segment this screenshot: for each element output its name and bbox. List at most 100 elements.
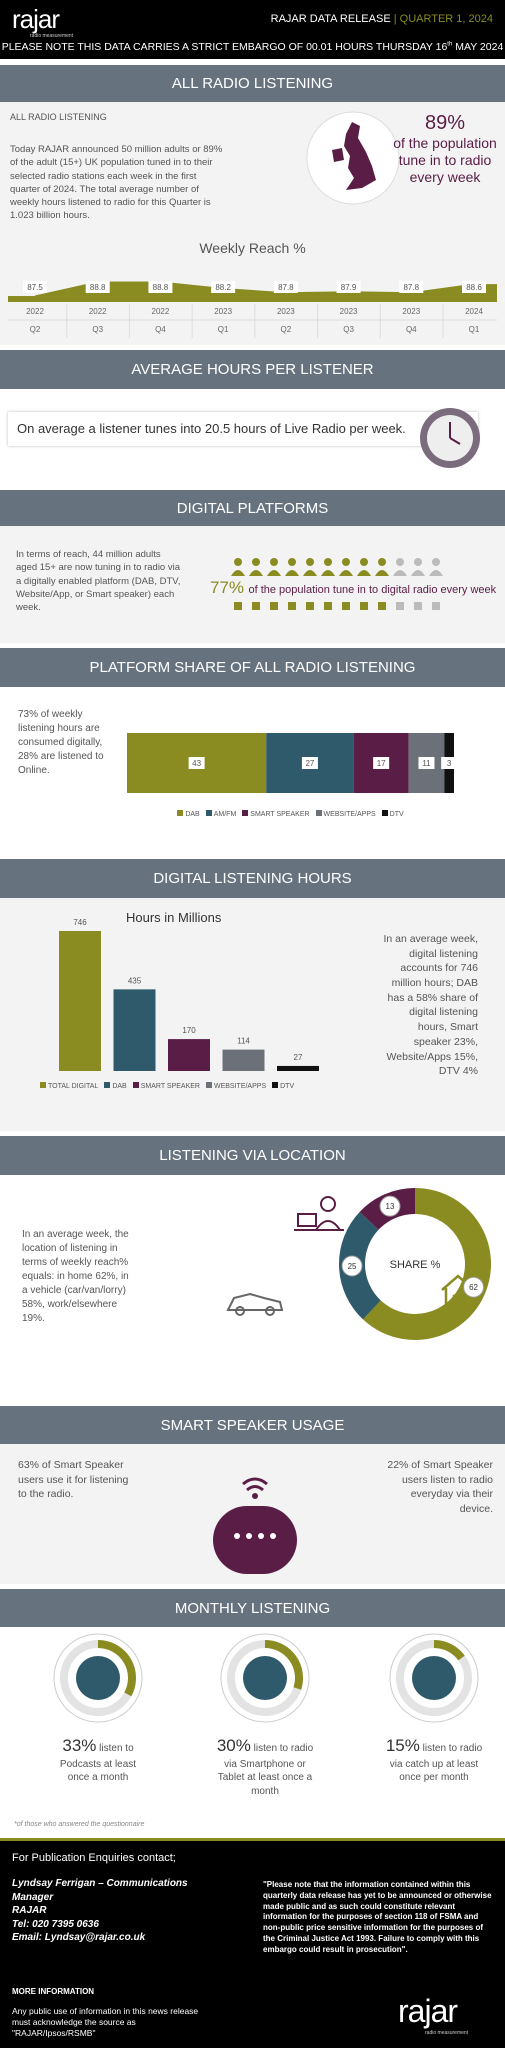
- legend: TOTAL DIGITAL DAB SMART SPEAKER WEBSITE/APP…: [40, 1082, 330, 1090]
- legend-swatch: [205, 810, 212, 816]
- contact-line: Lyndsay Ferrigan – Communications Manage…: [12, 1878, 188, 1903]
- value-bubble: [463, 1276, 485, 1298]
- value-label: 88.8: [153, 283, 169, 292]
- notice: "Please note that the information contai…: [263, 1880, 492, 1954]
- x-quarter-label: Q4: [406, 325, 417, 334]
- person-legs: [360, 602, 368, 610]
- value-label: 3: [447, 759, 452, 768]
- section-heading: LISTENING VIA LOCATION: [159, 1147, 346, 1164]
- section-heading: MONTHLY LISTENING: [174, 1599, 331, 1617]
- logo-tagline: radio measurement: [30, 33, 74, 39]
- contact-line: Email: Lyndsay@rajar.co.uk: [12, 1932, 146, 1943]
- value-label: 87.5: [27, 283, 43, 292]
- x-quarter-label: Q2: [281, 325, 292, 334]
- footer: [0, 1841, 505, 2048]
- x-quarter-label: Q2: [30, 325, 41, 334]
- avg-hours-text: On average a listener tunes into 20.5 ho…: [17, 421, 406, 436]
- person-body: [375, 570, 389, 576]
- stat-text: of the population tune in to radio every…: [393, 135, 497, 185]
- clock-icon: [420, 408, 480, 468]
- body-text: 22% of Smart Speaker users listen to rad…: [387, 1459, 493, 1516]
- legend-label: SMART SPEAKER: [250, 811, 310, 818]
- x-year-label: 2022: [26, 307, 44, 316]
- value-label: 435: [128, 976, 142, 985]
- person-legs: [396, 602, 404, 610]
- bar: [113, 989, 156, 1071]
- legend-label: DTV: [280, 1083, 295, 1090]
- person-body: [357, 570, 371, 576]
- person-legs: [252, 602, 260, 610]
- person-legs: [432, 602, 440, 610]
- person-body: [429, 570, 443, 576]
- legend-item: SMART SPEAKER: [132, 1082, 200, 1090]
- section-heading: ALL RADIO LISTENING: [171, 75, 334, 92]
- person-legs: [378, 602, 386, 610]
- contact-line: Tel: 020 7395 0636: [12, 1918, 99, 1930]
- person-head: [252, 558, 260, 566]
- footer-rule: [0, 1838, 505, 1841]
- bar: [168, 1039, 210, 1071]
- embargo-end: MAY 2024: [452, 41, 504, 53]
- section-band: ALL RADIO LISTENING: [0, 65, 505, 102]
- embargo-text: PLEASE NOTE THIS DATA CARRIES A STRICT E…: [1, 41, 448, 53]
- value-box: [462, 281, 486, 293]
- person-body: [411, 570, 425, 576]
- value-label: 17: [377, 759, 386, 768]
- x-year-label: 2023: [214, 307, 232, 316]
- x-quarter-label: Q3: [92, 325, 103, 334]
- section-band: DIGITAL PLATFORMS: [0, 490, 505, 526]
- value-box: [85, 281, 110, 293]
- monthly-label: listen to radio via Smartphone or Tablet…: [217, 1743, 314, 1797]
- person-legs: [342, 602, 350, 610]
- legend-label: DAB: [112, 1083, 127, 1090]
- value-label: 88.2: [215, 283, 231, 292]
- person-head: [360, 558, 368, 566]
- legend-item: WEBSITE/APPS: [205, 1082, 266, 1090]
- x-quarter-label: Q1: [469, 325, 480, 334]
- legend-swatch: [104, 1082, 111, 1088]
- person-head: [432, 558, 440, 566]
- chart-title: Weekly Reach %: [199, 240, 306, 256]
- value-box: [273, 281, 298, 293]
- bar: [222, 1049, 265, 1071]
- value-label: 62: [469, 1283, 478, 1292]
- reach-chart: 87.5 2022 Q2 88.8 2022 Q3 88.8 2022 Q4 88.2 2023 Q1…: [8, 281, 497, 338]
- legend-item: DAB: [177, 810, 200, 818]
- section-band: LISTENING VIA LOCATION: [0, 1136, 505, 1175]
- value-label: 25: [348, 1262, 357, 1271]
- value-box: [188, 757, 205, 769]
- uk-map-icon: [306, 111, 400, 205]
- quarter: QUARTER 1, 2024: [399, 13, 493, 25]
- legend-label: AM/FM: [213, 811, 237, 818]
- x-quarter-label: Q4: [155, 325, 166, 334]
- value-bubble: [379, 1195, 401, 1217]
- legend-item: AM/FM: [205, 810, 237, 818]
- section-heading: AVERAGE HOURS PER LISTENER: [131, 361, 374, 378]
- footer-tagline: radio measurement: [425, 2030, 469, 2036]
- donut-chart: 62 25 13 SHARE %: [339, 1188, 491, 1340]
- uk-map: [332, 122, 376, 190]
- x-year-label: 2022: [152, 307, 170, 316]
- person-head: [414, 558, 422, 566]
- value-box: [23, 281, 47, 293]
- release: RAJAR DATA RELEASE: [270, 13, 391, 25]
- monthly-texts: 33% listen to Podcasts at least once a m…: [0, 1735, 505, 1825]
- x-year-label: 2022: [89, 307, 107, 316]
- monthly-text: 33% listen to Podcasts at least once a m…: [48, 1735, 148, 1785]
- subheading: ALL RADIO LISTENING: [10, 112, 107, 122]
- more-title: MORE INFORMATION: [12, 1987, 95, 1996]
- area-fill: [8, 282, 497, 302]
- legend-swatch: [272, 1082, 279, 1088]
- smart-speaker-icon: [213, 1477, 297, 1574]
- value-box: [301, 757, 318, 769]
- person-head: [234, 558, 242, 566]
- person-legs: [324, 602, 332, 610]
- value-box: [336, 281, 361, 293]
- person-legs: [270, 602, 278, 610]
- section-heading: DIGITAL LISTENING HOURS: [153, 870, 352, 887]
- value-label: 13: [386, 1202, 395, 1211]
- person-legs: [414, 602, 422, 610]
- legend-label: DAB: [185, 811, 200, 818]
- body-text: In terms of reach, 44 million adults age…: [16, 549, 181, 614]
